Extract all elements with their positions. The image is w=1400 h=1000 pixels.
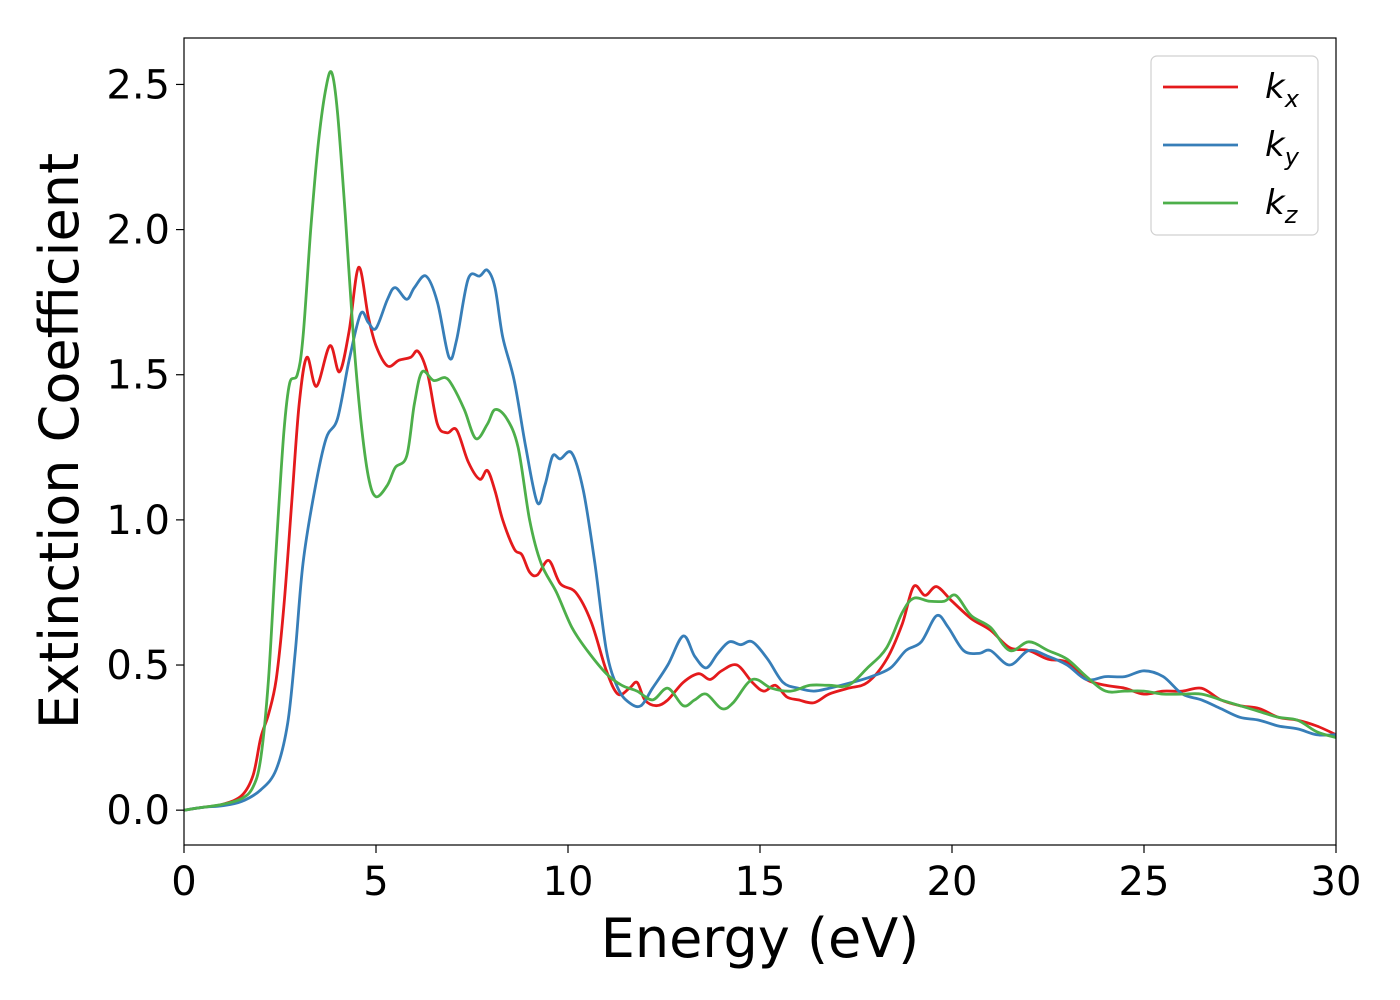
- x-tick-label: 10: [543, 859, 594, 905]
- y-tick-label: 1.0: [106, 498, 170, 544]
- y-tick-label: 2.0: [106, 208, 170, 254]
- y-axis: 0.0 0.5 1.0 1.5 2.0 2.5: [106, 62, 184, 834]
- legend-label-ky: ky: [1265, 125, 1300, 171]
- y-tick-label: 2.5: [106, 62, 170, 108]
- y-tick-label: 0.0: [106, 788, 170, 834]
- x-tick-label: 30: [1311, 859, 1362, 905]
- series-line-kz: [183, 70, 1337, 812]
- x-tick-label: 15: [735, 859, 786, 905]
- legend-label-kx: kx: [1265, 67, 1300, 113]
- x-tick-label: 20: [927, 859, 978, 905]
- plot-lines: [183, 70, 1337, 812]
- x-axis-label: Energy (eV): [601, 907, 920, 970]
- legend: kx ky kz: [1150, 55, 1319, 236]
- legend-label-kz: kz: [1265, 183, 1299, 229]
- x-tick-label: 0: [171, 859, 196, 905]
- y-tick-label: 0.5: [106, 643, 170, 689]
- y-tick-label: 1.5: [106, 353, 170, 399]
- x-axis: 0 5 10 15 20 25 30: [171, 845, 1361, 905]
- x-tick-label: 5: [363, 859, 388, 905]
- x-tick-label: 25: [1119, 859, 1170, 905]
- series-line-ky: [183, 268, 1337, 812]
- y-axis-label: Extinction Coefficient: [28, 153, 91, 729]
